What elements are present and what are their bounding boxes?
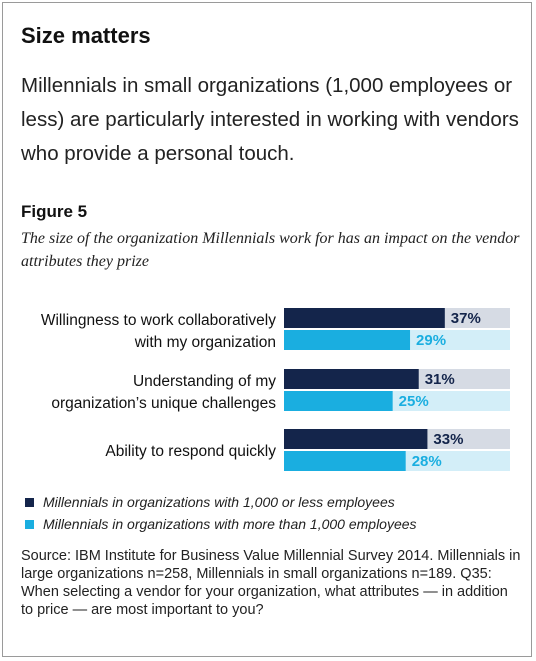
bar-chart: Willingness to work collaboratively with … (41, 308, 510, 471)
legend-item-small-orgs: Millennials in organizations with 1,000 … (25, 491, 525, 513)
bar (284, 429, 428, 449)
bar (284, 308, 445, 328)
bar (284, 391, 393, 411)
legend-swatch-large-orgs (25, 519, 34, 529)
category-label: Understanding of my (133, 373, 276, 390)
page-title: Size matters (21, 23, 151, 48)
legend-label-large-orgs: Millennials in organizations with more t… (43, 516, 417, 532)
legend-item-large-orgs: Millennials in organizations with more t… (25, 513, 525, 535)
bar (284, 330, 411, 350)
category-label: Ability to respond quickly (105, 443, 276, 460)
chart-legend: Millennials in organizations with 1,000 … (25, 491, 525, 535)
category-label: organization’s unique challenges (51, 395, 276, 412)
data-label: 28% (412, 453, 442, 470)
data-label: 37% (451, 310, 481, 327)
data-label: 33% (433, 431, 463, 448)
source-note: Source: IBM Institute for Business Value… (21, 548, 521, 618)
data-label: 29% (416, 332, 446, 349)
legend-swatch-small-orgs (25, 497, 34, 507)
figure-card: Size matters Millennials in small organi… (2, 2, 532, 657)
legend-label-small-orgs: Millennials in organizations with 1,000 … (43, 494, 395, 510)
category-label: with my organization (134, 334, 276, 351)
figure-caption: The size of the organization Millennials… (21, 230, 520, 270)
category-label: Willingness to work collaboratively (41, 312, 276, 329)
data-label: 25% (399, 393, 429, 410)
data-label: 31% (425, 371, 455, 388)
bar (284, 451, 406, 471)
lede-paragraph: Millennials in small organizations (1,00… (21, 74, 519, 165)
figure-label: Figure 5 (21, 202, 88, 221)
bar (284, 369, 419, 389)
